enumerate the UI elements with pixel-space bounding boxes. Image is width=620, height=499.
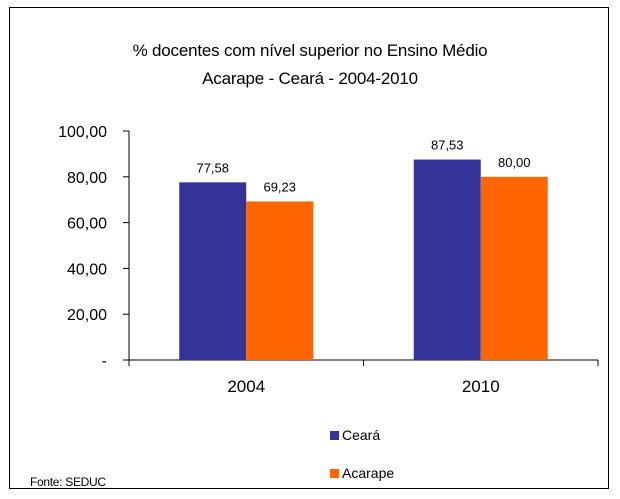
y-tick-label: -	[102, 353, 107, 370]
y-tick-label: 20,00	[67, 307, 107, 324]
legend-label-acarape: Acarape	[342, 465, 395, 481]
chart-title-line-1: % docentes com nível superior no Ensino …	[132, 41, 488, 60]
bar-cear--2010	[413, 159, 481, 360]
y-tick-label: 100,00	[58, 124, 107, 141]
legend-swatch-ceara	[330, 430, 339, 440]
x-tick-label: 2004	[227, 377, 265, 396]
chart-title-line-2: Acarape - Ceará - 2004-2010	[202, 69, 418, 88]
bar-cear--2004	[179, 182, 247, 360]
data-label: 80,00	[498, 155, 531, 170]
data-label: 87,53	[431, 138, 464, 153]
legend-item-acarape: Acarape	[330, 465, 394, 481]
legend-label-ceara: Ceará	[342, 427, 381, 443]
data-label: 77,58	[196, 160, 229, 175]
legend-swatch-acarape	[330, 468, 339, 478]
y-tick-label: 80,00	[67, 170, 107, 187]
y-tick-label: 40,00	[67, 261, 107, 278]
bar-acarape-2004	[246, 201, 314, 360]
bar-acarape-2010	[480, 176, 548, 360]
x-tick-label: 2010	[462, 377, 500, 396]
legend-item-ceara: Ceará	[330, 427, 380, 443]
data-label: 69,23	[263, 179, 296, 194]
source-note: Fonte: SEDUC	[30, 475, 106, 489]
y-tick-label: 60,00	[67, 216, 107, 233]
